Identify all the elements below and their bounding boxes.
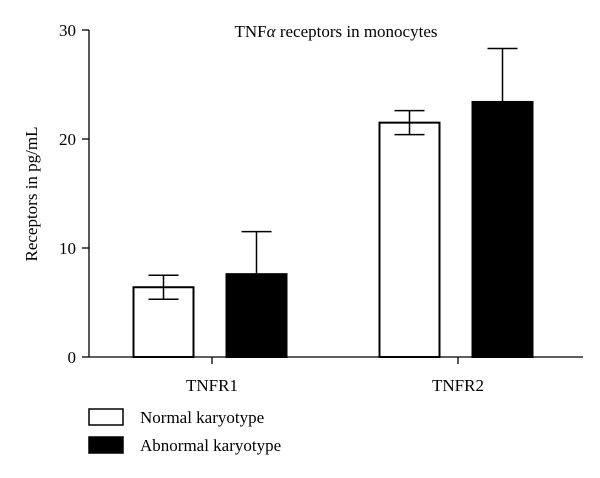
y-axis-label: Receptors in pg/mL [22, 126, 41, 261]
y-tick-label: 0 [68, 348, 77, 367]
legend: Normal karyotype Abnormal karyotype [88, 408, 281, 455]
bar [471, 100, 534, 358]
bar [378, 121, 441, 359]
legend-label: Normal karyotype [140, 408, 264, 427]
y-tick-label: 30 [59, 21, 76, 40]
legend-swatch [88, 408, 124, 426]
x-tick-label: TNFR1 [186, 376, 238, 395]
chart-title: TNFα receptors in monocytes [235, 22, 438, 41]
legend-swatch [88, 436, 124, 454]
bar [225, 273, 288, 358]
x-tick-label: TNFR2 [432, 376, 484, 395]
plot-area: 0 10 20 30 TNFR1 TNFR2 [59, 21, 583, 395]
y-tick-label: 10 [59, 239, 76, 258]
y-tick-label: 20 [59, 130, 76, 149]
legend-label: Abnormal karyotype [140, 436, 281, 455]
